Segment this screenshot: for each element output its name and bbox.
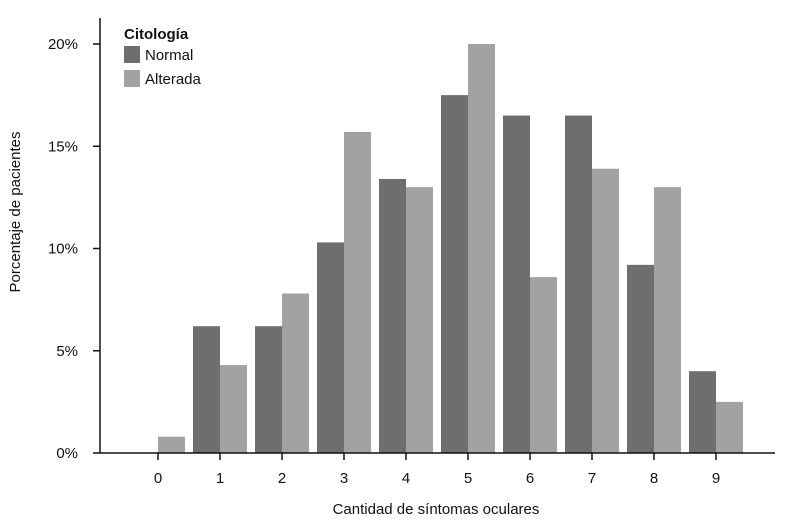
x-tick-label: 4 — [402, 470, 410, 487]
axes-group — [99, 18, 775, 454]
y-axis-title: Porcentaje de pacientes — [7, 132, 24, 293]
x-tick-label: 6 — [526, 470, 534, 487]
x-tick-label: 9 — [712, 470, 720, 487]
y-tick-label: 5% — [56, 343, 78, 360]
x-tick-label: 1 — [216, 470, 224, 487]
legend-label-normal: Normal — [145, 47, 193, 64]
x-tick-label: 5 — [464, 470, 472, 487]
bars-group — [158, 44, 743, 453]
bar-normal-3 — [317, 242, 344, 453]
x-tick-label: 0 — [154, 470, 162, 487]
x-tick-label: 7 — [588, 470, 596, 487]
bar-normal-1 — [193, 326, 220, 453]
x-tick-label: 8 — [650, 470, 658, 487]
x-axis-title: Cantidad de síntomas oculares — [333, 501, 540, 518]
y-tick-label: 15% — [48, 138, 78, 155]
x-tick-label: 2 — [278, 470, 286, 487]
y-ticks-group: 0% 5% 10% 15% 20% — [48, 36, 100, 462]
bar-alterada-0 — [158, 436, 185, 453]
legend: Citología Normal Alterada — [124, 26, 202, 88]
bar-normal-9 — [689, 371, 716, 453]
bar-normal-6 — [503, 115, 530, 453]
bar-normal-2 — [255, 326, 282, 453]
bar-normal-5 — [441, 95, 468, 453]
bar-alterada-9 — [716, 401, 743, 453]
bar-alterada-3 — [344, 131, 371, 453]
bar-alterada-2 — [282, 293, 309, 453]
bar-alterada-7 — [592, 168, 619, 453]
y-tick-label: 10% — [48, 241, 78, 258]
bar-alterada-5 — [468, 44, 495, 453]
x-ticks-group: 0 1 2 3 4 5 6 7 8 9 — [154, 453, 720, 487]
legend-title: Citología — [124, 26, 189, 43]
y-tick-label: 0% — [56, 445, 78, 462]
y-tick-label: 20% — [48, 36, 78, 53]
bar-alterada-6 — [530, 277, 557, 453]
legend-label-alterada: Alterada — [145, 71, 202, 88]
bar-normal-7 — [565, 115, 592, 453]
bar-normal-4 — [379, 178, 406, 453]
bar-alterada-8 — [654, 187, 681, 453]
legend-swatch-normal — [124, 46, 140, 63]
x-tick-label: 3 — [340, 470, 348, 487]
bar-alterada-1 — [220, 365, 247, 453]
bar-normal-8 — [627, 264, 654, 453]
legend-swatch-alterada — [124, 70, 140, 87]
bar-alterada-4 — [406, 187, 433, 453]
